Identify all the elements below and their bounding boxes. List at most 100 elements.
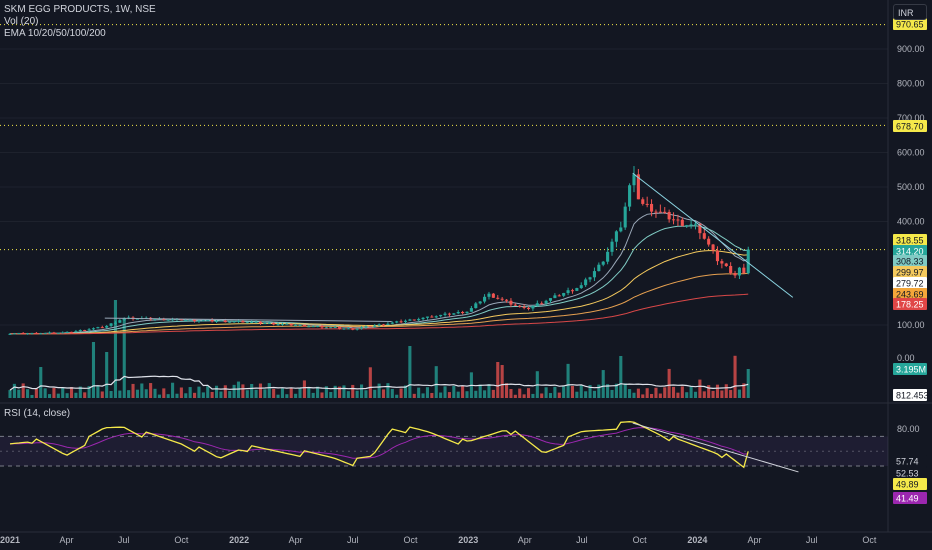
volume-bar <box>285 394 289 398</box>
level-label-678: 678.70 <box>896 122 924 132</box>
currency-button[interactable]: INR <box>893 4 927 20</box>
candle-body <box>465 311 469 314</box>
candle-body <box>654 211 658 213</box>
volume-bar <box>329 392 333 398</box>
candle-body <box>526 307 531 309</box>
candle-body <box>280 323 284 325</box>
price-support-line <box>104 317 392 323</box>
candle-body <box>78 330 82 332</box>
volume-bar <box>623 383 627 398</box>
candle-body <box>359 327 364 329</box>
volume-bar <box>711 390 715 398</box>
volume-bar <box>447 392 451 398</box>
candle-body <box>601 261 605 265</box>
volume-bar <box>294 393 298 398</box>
volume-bar <box>74 392 78 398</box>
price-label-ema200-bg <box>893 298 927 310</box>
volume-bar <box>320 392 324 398</box>
candle-body <box>496 297 500 299</box>
candle-body <box>219 320 223 322</box>
candle-body <box>724 263 728 266</box>
volume-bar <box>193 392 197 398</box>
volume-bar <box>214 385 219 398</box>
candle-body <box>671 219 676 221</box>
candle-body <box>285 323 289 325</box>
volume-bar <box>355 390 359 398</box>
volume-bar <box>531 393 535 398</box>
candle-body <box>324 327 328 329</box>
candle-body <box>171 319 175 321</box>
symbol-title: SKM EGG PRODUCTS, 1W, NSE <box>4 4 156 15</box>
candle-body <box>403 320 408 322</box>
candle-body <box>570 290 575 292</box>
volume-bar <box>509 389 513 398</box>
volume-label-ma-bg <box>893 389 927 401</box>
time-tick-label: Apr <box>59 535 73 545</box>
volume-bar <box>562 386 566 398</box>
volume-bar <box>597 384 601 398</box>
candle-body <box>307 326 311 328</box>
candle-body <box>188 319 192 321</box>
candle-body <box>96 327 100 329</box>
candle-body <box>399 321 403 323</box>
candle-body <box>100 327 104 329</box>
price-tick-label: 500.00 <box>897 182 925 192</box>
volume-legend: Vol (20) <box>4 16 39 27</box>
candle-body <box>562 293 566 296</box>
volume-bar <box>584 391 588 398</box>
candle-body <box>210 319 214 322</box>
candle-body <box>474 303 478 309</box>
candle-body <box>425 316 429 318</box>
candle-body <box>316 325 320 327</box>
candle-body <box>641 199 645 204</box>
volume-bar <box>263 389 267 398</box>
volume-bar <box>430 392 434 398</box>
candle-body <box>614 231 618 242</box>
volume-bar <box>272 388 276 398</box>
volume-bar <box>417 387 421 398</box>
volume-bar <box>316 386 320 398</box>
candle-body <box>43 332 47 334</box>
volume-bar <box>338 386 342 398</box>
volume-bar <box>254 389 258 398</box>
candle-body <box>531 305 535 309</box>
volume-bar <box>131 383 135 398</box>
volume-bar <box>658 393 662 398</box>
volume-bar <box>628 389 632 398</box>
volume-bar <box>342 385 346 398</box>
volume-bar <box>324 386 328 398</box>
time-tick-label: Jul <box>806 535 818 545</box>
candle-body <box>421 317 425 320</box>
volume-bar <box>667 368 671 398</box>
candle-body <box>566 290 570 294</box>
candle-body <box>267 322 271 324</box>
volume-bar <box>570 385 575 398</box>
candle-body <box>553 295 557 299</box>
volume-bar <box>48 394 52 398</box>
candle-body <box>632 174 636 186</box>
volume-bar <box>377 383 381 398</box>
volume-bar <box>601 370 605 398</box>
candle-body <box>34 332 38 334</box>
volume-bar <box>368 367 372 398</box>
candle-body <box>408 319 412 321</box>
volume-bar <box>364 390 368 398</box>
candle-body <box>628 185 632 207</box>
price-tick-label: 100.00 <box>897 320 925 330</box>
time-tick-label: Oct <box>403 535 418 545</box>
volume-bar <box>276 394 280 398</box>
volume-bar <box>522 394 526 398</box>
candle-body <box>294 325 298 327</box>
volume-bar <box>65 393 69 398</box>
volume-bar <box>197 386 201 398</box>
candle-body <box>355 328 359 330</box>
rsi-legend: RSI (14, close) <box>4 408 71 419</box>
candle-body <box>702 233 706 239</box>
volume-bar <box>610 389 614 398</box>
candle-body <box>250 321 254 323</box>
volume-bar <box>588 385 592 398</box>
price-label-ema10: 314.20 <box>896 247 924 257</box>
candle-body <box>746 249 750 274</box>
candle-body <box>346 328 350 330</box>
